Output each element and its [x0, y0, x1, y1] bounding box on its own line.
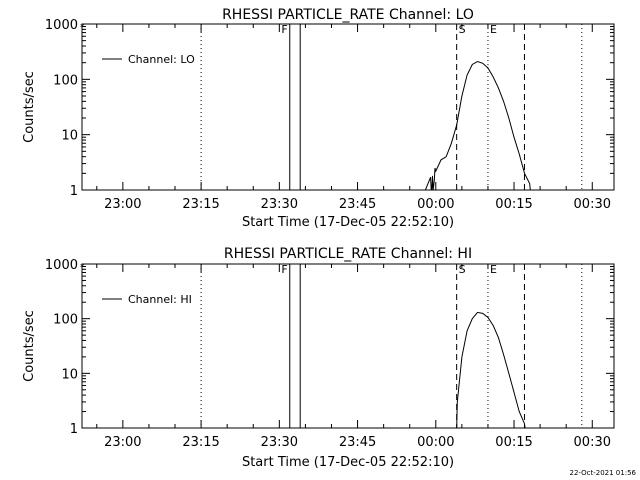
event-marker-e: E: [490, 263, 497, 276]
x-axis-label: Start Time (17-Dec-05 22:52:10): [242, 455, 454, 470]
x-tick-label: 00:30: [574, 435, 611, 450]
corner-mark: *: [80, 23, 85, 33]
event-marker-s: S: [459, 23, 466, 36]
y-tick-label: 1: [70, 422, 78, 437]
x-tick-label: 23:15: [182, 197, 219, 212]
y-tick-label: 100: [53, 73, 78, 88]
event-marker-f: F: [281, 263, 287, 276]
x-tick-label: 23:00: [104, 197, 141, 212]
corner-mark: *: [80, 263, 85, 273]
event-marker-s: S: [459, 263, 466, 276]
chart-title: RHESSI PARTICLE_RATE Channel: HI: [224, 246, 472, 262]
y-tick-label: 10: [61, 367, 78, 382]
x-tick-label: 00:15: [495, 435, 532, 450]
series-line-0: [409, 60, 531, 191]
y-tick-label: 100: [53, 313, 78, 328]
x-tick-label: 00:15: [495, 197, 532, 212]
y-axis-label: Counts/sec: [22, 310, 37, 382]
x-tick-label: 00:00: [417, 435, 454, 450]
lo-channel-panel: RHESSI PARTICLE_RATE Channel: LO 1 10 100 10…: [22, 7, 615, 230]
x-tick-label: 23:30: [261, 435, 298, 450]
x-tick-label: 23:00: [104, 435, 141, 450]
y-tick-label: 1000: [45, 258, 78, 273]
y-tick-label: 1000: [45, 18, 78, 33]
x-tick-label: 00:00: [417, 197, 454, 212]
event-marker-f: F: [281, 23, 287, 36]
plot-frame: [81, 23, 615, 191]
y-tick-label: 1: [70, 184, 78, 199]
footer-timestamp: 22-Oct-2021 01:56: [570, 469, 637, 477]
x-tick-label: 23:45: [339, 197, 376, 212]
plot-frame: [81, 263, 615, 429]
x-axis-label: Start Time (17-Dec-05 22:52:10): [242, 215, 454, 230]
x-tick-label: 00:30: [574, 197, 611, 212]
legend-label: Channel: HI: [128, 293, 192, 306]
series-line-0: [451, 311, 526, 429]
x-tick-label: 23:30: [261, 197, 298, 212]
y-axis-label: Counts/sec: [22, 71, 37, 143]
event-marker-e: E: [490, 23, 497, 36]
legend-label: Channel: LO: [128, 53, 195, 66]
y-tick-label: 10: [61, 129, 78, 144]
x-tick-label: 23:15: [182, 435, 219, 450]
x-tick-label: 23:45: [339, 435, 376, 450]
chart-title: RHESSI PARTICLE_RATE Channel: LO: [222, 7, 474, 23]
hi-channel-panel: RHESSI PARTICLE_RATE Channel: HI 1 10 100 10…: [22, 246, 615, 470]
